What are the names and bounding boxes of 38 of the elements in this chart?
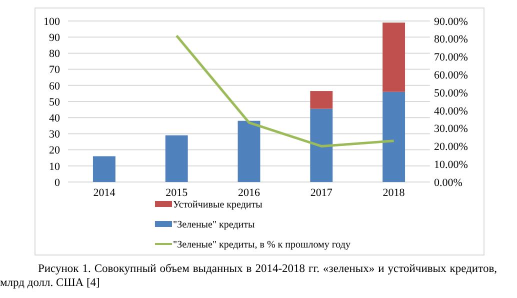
bar — [382, 22, 406, 92]
y-tick-label: 90 — [49, 32, 60, 44]
x-tick-label: 2014 — [93, 187, 116, 199]
y-tick-label: 40 — [49, 112, 60, 124]
y-tick-label: 50 — [49, 96, 60, 108]
x-tick-label: 2016 — [238, 187, 260, 199]
y-tick-label: 0 — [54, 176, 60, 189]
bar — [92, 156, 116, 182]
x-tick-label: 2017 — [310, 187, 333, 199]
x-tick-label: 2018 — [382, 187, 406, 199]
y-tick-label: 30 — [49, 128, 60, 141]
y-tick-label: 70 — [49, 64, 60, 76]
bar — [310, 91, 333, 109]
text: Рисунок 1. Совокупный объем выданных в 2014-2018 гг. «зеленых» и устойчивых кредитов, млрд долл. США [4] — [0, 262, 498, 290]
bar — [310, 108, 333, 182]
y2-tick-label: 80.00% — [434, 34, 468, 46]
x-tick-label: 2015 — [166, 187, 188, 199]
legend-label: "Зеленые" кредиты — [173, 220, 256, 230]
y2-tick-label: 70.00% — [434, 52, 468, 64]
y2-tick-label: 40.00% — [434, 105, 468, 118]
y2-tick-label: 30.00% — [434, 123, 468, 136]
bar — [382, 92, 406, 182]
y2-tick-label: 50.00% — [434, 87, 468, 100]
bar — [165, 135, 188, 182]
y2-tick-label: 0.00% — [434, 176, 462, 189]
y2-tick-label: 90.00% — [434, 16, 468, 28]
legend-label: "Зеленые" кредиты, в % к прошлому году — [173, 240, 350, 250]
bar — [238, 120, 260, 182]
y2-tick-label: 20.00% — [434, 141, 468, 154]
y2-tick-label: 10.00% — [434, 158, 468, 171]
y-tick-label: 10 — [49, 160, 60, 173]
line-series — [175, 34, 396, 148]
y-tick-label: 20 — [49, 144, 60, 157]
y-tick-label: 60 — [49, 80, 60, 92]
y2-tick-label: 60.00% — [434, 70, 468, 82]
y-tick-label: 100 — [44, 16, 60, 28]
legend-label: Устойчивые кредиты — [173, 200, 263, 210]
y-tick-label: 80 — [49, 48, 60, 60]
